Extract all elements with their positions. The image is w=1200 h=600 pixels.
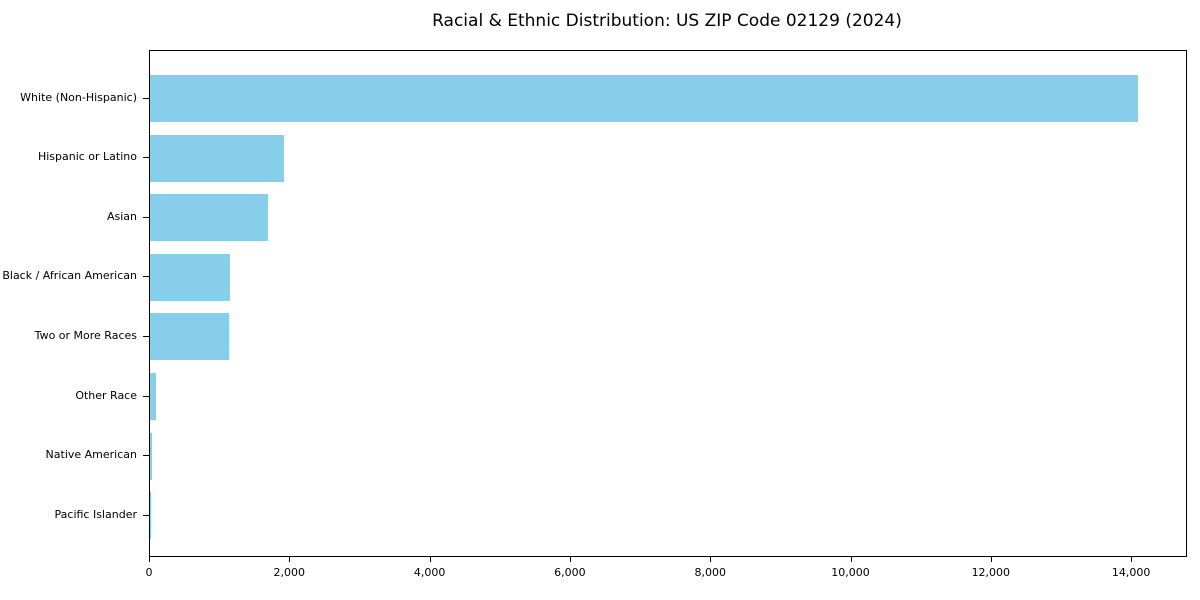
y-tick-label: White (Non-Hispanic) <box>20 90 137 104</box>
y-tick-mark <box>143 335 149 337</box>
bar-white-non-hispanic <box>150 75 1139 122</box>
x-tick-label: 2,000 <box>273 566 306 579</box>
y-tick-mark <box>143 395 149 397</box>
y-tick-label: Asian <box>106 209 137 223</box>
x-tick-mark <box>149 556 150 562</box>
y-tick-label: Black / African American <box>2 269 137 283</box>
y-tick-mark <box>143 514 149 516</box>
bar-asian <box>150 194 268 242</box>
y-tick-label: Hispanic or Latino <box>37 150 137 164</box>
plot-area <box>149 50 1187 557</box>
x-tick-label: 10,000 <box>831 566 870 579</box>
x-tick-mark <box>850 556 852 562</box>
chart-title: Racial & Ethnic Distribution: US ZIP Cod… <box>432 11 902 31</box>
y-tick-label: Two or More Races <box>34 328 137 342</box>
x-tick-mark <box>710 556 712 562</box>
y-tick-mark <box>143 97 149 99</box>
y-tick-label: Pacific Islander <box>54 507 137 521</box>
bar-other-race <box>150 373 157 420</box>
bar-black-african-american <box>150 253 230 301</box>
x-tick-label: 8,000 <box>694 566 726 579</box>
x-tick-label: 14,000 <box>1111 566 1151 579</box>
y-tick-mark <box>143 455 149 457</box>
x-tick-mark <box>1131 556 1133 562</box>
bar-two-or-more-races <box>150 313 229 361</box>
x-tick-label: 12,000 <box>971 566 1011 579</box>
y-tick-mark <box>143 276 149 278</box>
x-tick-label: 0 <box>145 566 153 579</box>
x-tick-mark <box>289 556 291 562</box>
x-tick-mark <box>429 556 431 562</box>
x-tick-mark <box>990 556 992 562</box>
y-tick-label: Other Race <box>75 388 137 402</box>
y-tick-mark <box>143 157 149 159</box>
y-tick-label: Native American <box>45 448 137 462</box>
bar-native-american <box>150 432 152 480</box>
y-tick-mark <box>143 216 149 218</box>
x-tick-label: 6,000 <box>554 566 586 579</box>
x-tick-label: 4,000 <box>413 566 446 579</box>
bar-hispanic-or-latino <box>150 134 284 182</box>
x-tick-mark <box>569 556 571 562</box>
